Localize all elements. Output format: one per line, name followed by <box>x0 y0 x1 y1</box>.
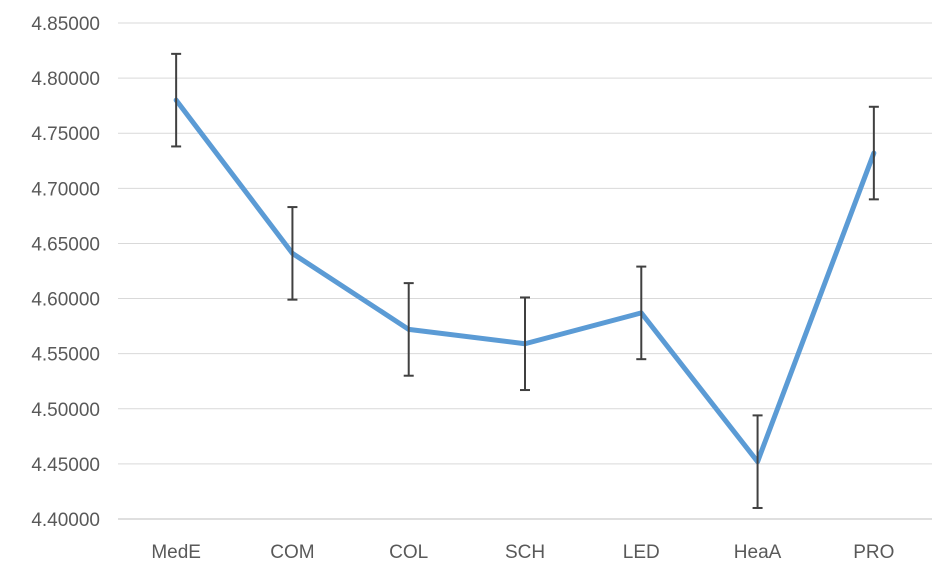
x-tick-label: COM <box>270 542 314 562</box>
error-bar <box>636 265 647 361</box>
error-bar <box>868 105 879 201</box>
series-line <box>173 97 877 465</box>
x-tick-label: MedE <box>151 542 201 562</box>
y-axis-tick-labels: 4.40000 4.45000 4.50000 4.55000 4.60000 4.650… <box>31 14 100 531</box>
x-tick-label: SCH <box>505 542 545 562</box>
error-bar <box>403 282 414 377</box>
y-tick-label: 4.75000 <box>31 124 100 145</box>
y-tick-label: 4.85000 <box>31 14 100 35</box>
error-bar <box>520 296 530 392</box>
x-axis-tick-labels: MedE COM COL SCH LED HeaA PRO <box>151 542 894 562</box>
y-tick-label: 4.70000 <box>31 179 100 200</box>
error-bar <box>752 414 763 509</box>
x-tick-label: HeaA <box>734 542 782 562</box>
y-tick-label: 4.65000 <box>31 234 100 255</box>
y-tick-label: 4.60000 <box>31 290 100 311</box>
y-tick-label: 4.80000 <box>31 69 100 90</box>
x-tick-label: PRO <box>853 542 894 562</box>
x-tick-label: LED <box>623 542 660 562</box>
error-bar <box>287 206 298 301</box>
error-bar <box>171 52 182 148</box>
error-bars <box>171 52 879 509</box>
y-tick-label: 4.40000 <box>31 510 100 531</box>
gridlines <box>118 22 932 465</box>
x-tick-label: COL <box>389 542 428 562</box>
series-layer <box>173 97 877 465</box>
y-tick-label: 4.45000 <box>31 455 100 476</box>
y-tick-label: 4.50000 <box>31 400 100 421</box>
y-tick-label: 4.55000 <box>31 345 100 366</box>
